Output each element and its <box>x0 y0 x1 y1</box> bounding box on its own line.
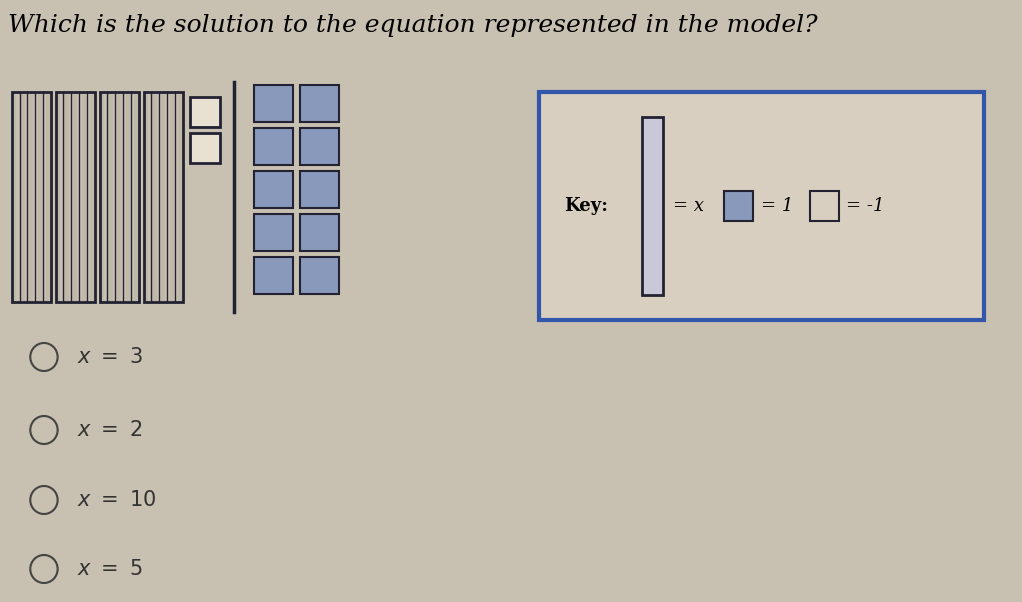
Bar <box>254 214 293 251</box>
Bar <box>299 171 339 208</box>
Bar <box>642 117 663 295</box>
Bar <box>82 92 86 302</box>
Bar <box>144 92 148 302</box>
Text: = 1: = 1 <box>761 197 793 215</box>
Bar <box>55 92 60 302</box>
Text: $\mathit{x\ =\ 10}$: $\mathit{x\ =\ 10}$ <box>78 490 156 510</box>
Bar <box>254 128 293 165</box>
Bar <box>299 214 339 251</box>
Bar <box>724 191 753 221</box>
Text: $\mathit{x\ =\ 3}$: $\mathit{x\ =\ 3}$ <box>78 347 143 367</box>
Bar <box>299 128 339 165</box>
Text: = x: = x <box>673 197 704 215</box>
Bar <box>254 257 293 294</box>
Text: Key:: Key: <box>564 197 607 215</box>
Bar <box>144 92 183 302</box>
Bar <box>117 92 122 302</box>
Bar <box>540 92 984 320</box>
Bar <box>299 257 339 294</box>
Bar <box>73 92 78 302</box>
Text: $\mathit{x\ =\ 2}$: $\mathit{x\ =\ 2}$ <box>78 420 142 440</box>
Bar <box>90 92 95 302</box>
Bar <box>11 92 51 302</box>
Bar <box>190 133 220 163</box>
Bar <box>254 171 293 208</box>
Bar <box>809 191 839 221</box>
Bar <box>152 92 156 302</box>
Bar <box>64 92 68 302</box>
Bar <box>99 92 104 302</box>
Bar <box>178 92 183 302</box>
Text: $\mathit{x\ =\ 5}$: $\mathit{x\ =\ 5}$ <box>78 559 143 579</box>
Bar <box>299 85 339 122</box>
Bar <box>160 92 166 302</box>
Bar <box>11 92 16 302</box>
Bar <box>108 92 112 302</box>
Bar <box>46 92 51 302</box>
Bar <box>190 97 220 127</box>
Bar <box>38 92 42 302</box>
Bar <box>170 92 174 302</box>
Text: = -1: = -1 <box>846 197 884 215</box>
Bar <box>99 92 139 302</box>
Bar <box>134 92 139 302</box>
Bar <box>126 92 130 302</box>
Bar <box>29 92 34 302</box>
Bar <box>55 92 95 302</box>
Bar <box>254 85 293 122</box>
Bar <box>20 92 25 302</box>
Text: Which is the solution to the equation represented in the model?: Which is the solution to the equation re… <box>8 14 818 37</box>
